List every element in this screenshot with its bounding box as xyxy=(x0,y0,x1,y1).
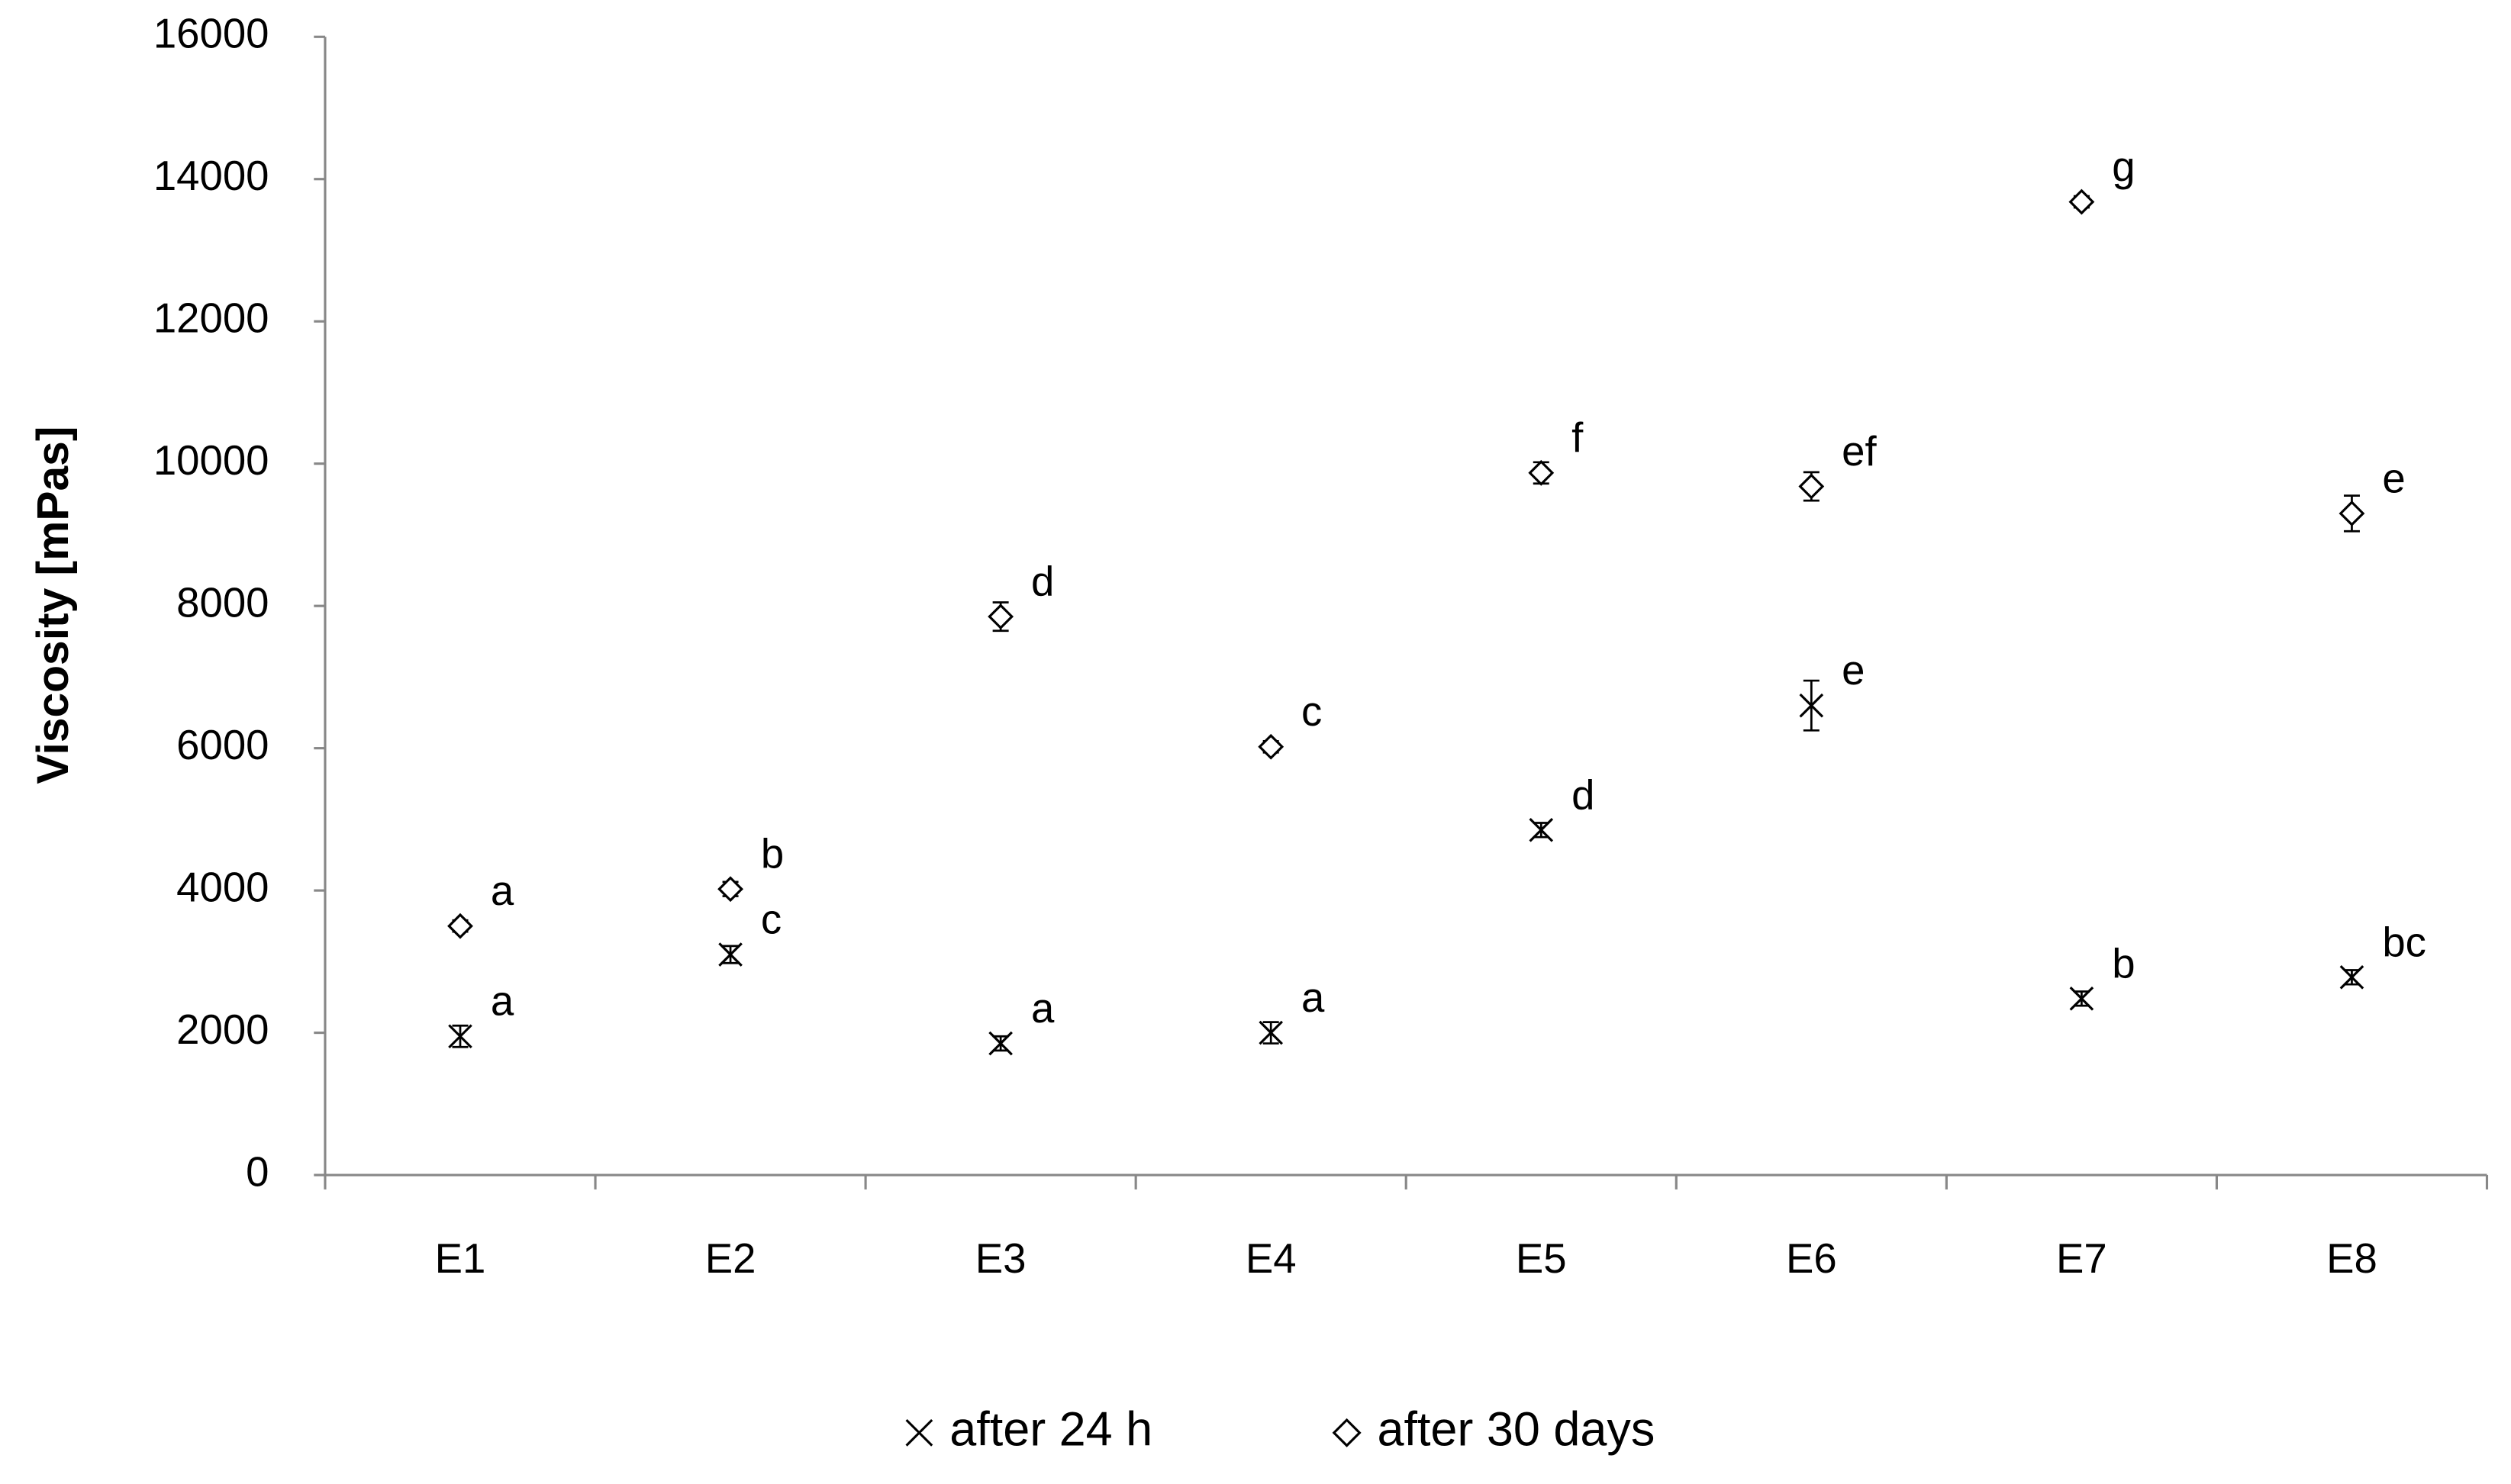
x-tick-label: E6 xyxy=(1786,1235,1837,1282)
marker xyxy=(2339,501,2365,526)
point-letter: b xyxy=(2112,940,2135,987)
marker xyxy=(1258,733,1285,760)
x-tick-label: E2 xyxy=(705,1235,756,1282)
point-letter: c xyxy=(1301,688,1322,735)
y-tick-label: 4000 xyxy=(176,864,269,911)
point-letter: g xyxy=(2112,143,2135,190)
marker xyxy=(2339,965,2364,990)
x-tick-label: E8 xyxy=(2326,1235,2377,1282)
x-tick-label: E1 xyxy=(435,1235,486,1282)
point-letter: e xyxy=(1842,647,1865,694)
y-tick-label: 2000 xyxy=(176,1006,269,1053)
y-tick-label: 8000 xyxy=(176,580,269,626)
legend-label: after 24 h xyxy=(949,1402,1152,1456)
marker xyxy=(1799,693,1824,718)
legend-marker xyxy=(905,1418,933,1447)
point-letter: e xyxy=(2382,455,2405,501)
point-letter: a xyxy=(1031,985,1055,1032)
marker xyxy=(717,876,743,903)
y-tick-label: 12000 xyxy=(153,295,269,342)
x-tick-label: E3 xyxy=(975,1235,1027,1282)
point-letter: a xyxy=(1301,974,1325,1021)
point-letter: d xyxy=(1031,559,1054,605)
y-tick-label: 6000 xyxy=(176,722,269,768)
y-tick-label: 16000 xyxy=(153,11,269,57)
marker xyxy=(448,1024,472,1049)
point-letter: d xyxy=(1571,771,1594,818)
point-letter: a xyxy=(491,978,514,1025)
point-letter: bc xyxy=(2382,919,2426,965)
y-axis-label: Viscosity [mPas] xyxy=(28,427,78,784)
marker xyxy=(1798,473,1825,500)
marker xyxy=(1529,818,1554,842)
point-letter: f xyxy=(1571,414,1584,461)
marker xyxy=(718,942,743,967)
legend-marker xyxy=(1332,1418,1362,1447)
x-tick-label: E7 xyxy=(2056,1235,2107,1282)
y-tick-label: 10000 xyxy=(153,437,269,484)
y-tick-label: 14000 xyxy=(153,153,269,199)
marker xyxy=(988,604,1014,630)
x-tick-label: E5 xyxy=(1516,1235,1567,1282)
point-letter: b xyxy=(761,831,784,877)
marker xyxy=(2068,188,2095,215)
marker xyxy=(1528,459,1555,486)
legend-label: after 30 days xyxy=(1377,1402,1655,1456)
marker xyxy=(1259,1020,1283,1045)
x-tick-label: E4 xyxy=(1246,1235,1297,1282)
marker xyxy=(988,1031,1013,1056)
point-letter: c xyxy=(761,896,782,942)
marker xyxy=(2069,987,2094,1011)
point-letter: a xyxy=(491,868,514,914)
y-tick-label: 0 xyxy=(246,1148,269,1195)
point-letter: ef xyxy=(1842,428,1877,475)
marker xyxy=(447,913,473,939)
